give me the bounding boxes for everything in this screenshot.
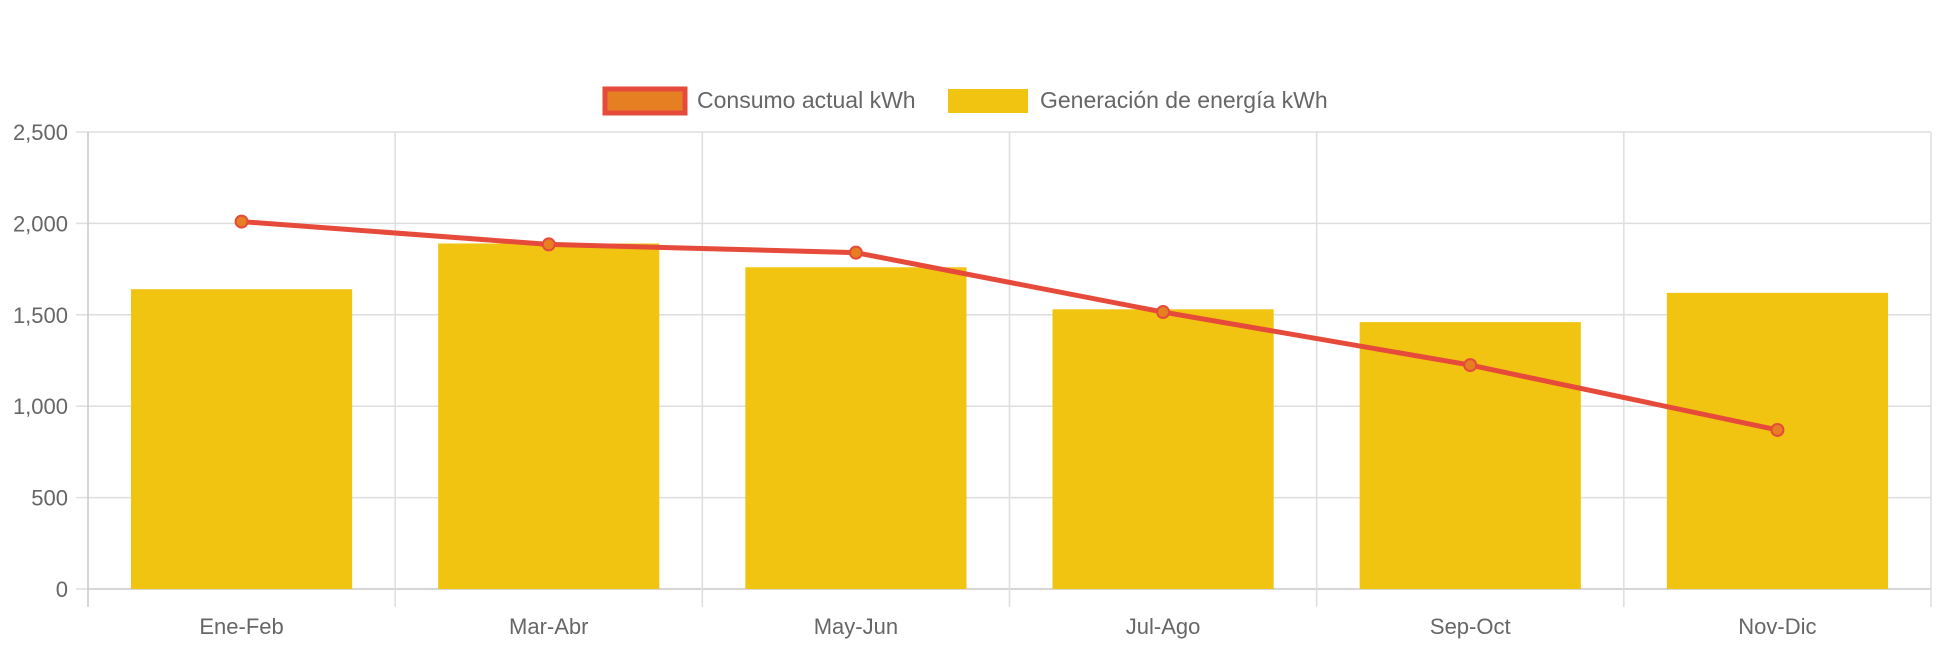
legend-swatch-consumo — [602, 86, 688, 116]
x-tick-label: Mar-Abr — [509, 614, 588, 639]
legend[interactable]: Consumo actual kWh Generación de energía … — [602, 86, 1328, 116]
bar-jul-ago[interactable] — [1052, 309, 1274, 589]
line-point-mar-abr[interactable] — [541, 237, 556, 252]
x-tick-label: Sep-Oct — [1430, 614, 1511, 639]
x-tick-label: Nov-Dic — [1738, 614, 1816, 639]
axis-layer: 0 500 1,000 1,500 2,000 2,500 Ene-Feb Mar-Abr Ma… — [13, 120, 1817, 639]
y-tick-label: 0 — [56, 577, 68, 602]
y-tick-label: 1,000 — [13, 394, 68, 419]
line-point-may-jun[interactable] — [848, 245, 863, 260]
line-point-ene-feb[interactable] — [234, 214, 249, 229]
legend-item-consumo[interactable]: Consumo actual kWh — [602, 86, 916, 116]
consumption-line — [239, 219, 1780, 433]
x-tick-label: May-Jun — [814, 614, 898, 639]
bar-nov-dic[interactable] — [1666, 292, 1888, 589]
bar-mar-abr[interactable] — [438, 243, 660, 589]
grid-layer — [76, 131, 1932, 607]
line-point-sep-oct[interactable] — [1463, 358, 1478, 373]
legend-label-consumo: Consumo actual kWh — [697, 87, 916, 113]
y-tick-label: 2,500 — [13, 120, 68, 145]
y-tick-label: 500 — [31, 486, 68, 511]
legend-label-generacion: Generación de energía kWh — [1040, 87, 1328, 113]
line-point-jul-ago[interactable] — [1156, 305, 1171, 320]
line-layer — [234, 214, 1785, 437]
bars-layer — [131, 243, 1888, 589]
bar-may-jun[interactable] — [745, 267, 967, 589]
x-tick-label: Jul-Ago — [1126, 614, 1201, 639]
bar-ene-feb[interactable] — [131, 289, 353, 589]
y-tick-label: 1,500 — [13, 303, 68, 328]
line-point-nov-dic[interactable] — [1770, 422, 1785, 437]
legend-swatch-generacion — [948, 89, 1028, 113]
x-tick-label: Ene-Feb — [199, 614, 283, 639]
legend-item-generacion[interactable]: Generación de energía kWh — [948, 87, 1328, 113]
y-tick-label: 2,000 — [13, 211, 68, 236]
